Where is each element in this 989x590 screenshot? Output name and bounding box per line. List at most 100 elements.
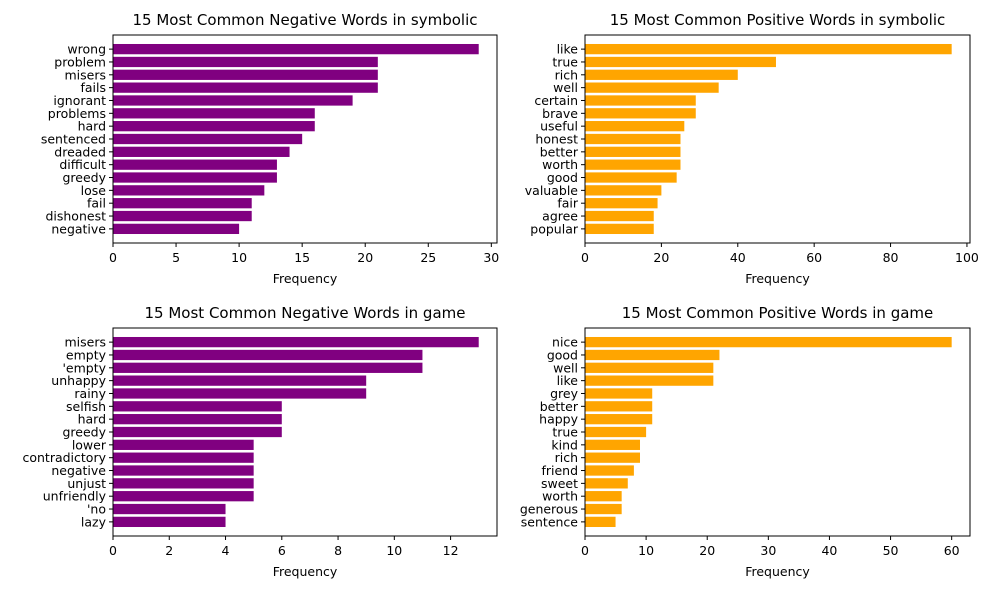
bar-3-13	[113, 491, 254, 502]
y-tick-label: ignorant	[53, 93, 106, 108]
y-tick-label: useful	[540, 119, 578, 134]
chart-title: 15 Most Common Negative Words in game	[145, 304, 466, 322]
bar-3-14	[113, 503, 226, 515]
x-tick-label: 0	[109, 543, 117, 558]
plot-frame	[112, 327, 498, 537]
y-tick-label: kind	[551, 437, 578, 452]
y-tick-label: hard	[78, 412, 106, 427]
x-tick-label: 4	[222, 543, 230, 558]
y-tick-label: hard	[78, 119, 106, 134]
y-tick-label: rich	[555, 67, 578, 82]
y-tick-label: well	[553, 80, 578, 95]
x-axis-label: Frequency	[273, 564, 338, 579]
y-tick-label: sentence	[521, 514, 579, 529]
y-tick-label: good	[547, 170, 578, 185]
y-tick-label: fail	[87, 196, 106, 211]
y-tick-label: problems	[48, 106, 106, 121]
y-tick-label: wrong	[67, 42, 106, 57]
bar-4-3	[585, 362, 714, 373]
y-tick-label: dishonest	[45, 209, 106, 224]
x-tick-label: 40	[730, 250, 746, 265]
bar-2-12	[585, 185, 662, 196]
bar-2-5	[585, 95, 696, 106]
y-tick-label: like	[557, 373, 579, 388]
bar-4-13	[585, 491, 622, 502]
bar-3-7	[113, 414, 282, 425]
chart-title: 15 Most Common Negative Words in symboli…	[132, 11, 477, 29]
y-tick-label: friend	[541, 463, 578, 478]
bar-2-8	[585, 133, 681, 145]
y-tick-label: greedy	[62, 170, 106, 185]
y-tick-label: empty	[66, 347, 107, 362]
y-tick-label: honest	[535, 132, 578, 147]
bar-1-8	[113, 133, 303, 145]
bar-2-6	[585, 108, 696, 119]
x-tick-label: 12	[443, 543, 459, 558]
x-tick-label: 20	[357, 250, 373, 265]
x-tick-label: 30	[483, 250, 499, 265]
bar-1-1	[113, 43, 479, 55]
x-axis-label: Frequency	[745, 564, 810, 579]
y-tick-label: true	[552, 54, 578, 69]
plot-frame	[584, 34, 971, 244]
plot-frame	[112, 34, 498, 244]
y-tick-label: negative	[51, 463, 106, 478]
bar-3-11	[113, 465, 254, 476]
bar-4-4	[585, 375, 714, 386]
y-tick-label: problem	[54, 54, 106, 69]
plot-frame	[584, 327, 971, 537]
bar-1-6	[113, 108, 315, 119]
bar-4-9	[585, 439, 640, 450]
y-tick-label: nice	[552, 335, 578, 350]
y-tick-label: greedy	[62, 425, 106, 440]
y-tick-label: brave	[542, 106, 578, 121]
bar-3-5	[113, 388, 367, 399]
y-tick-label: true	[552, 425, 578, 440]
bar-3-15	[113, 516, 226, 528]
x-tick-label: 0	[581, 543, 589, 558]
x-tick-label: 50	[883, 543, 899, 558]
y-tick-label: well	[553, 360, 578, 375]
y-tick-label: rich	[555, 450, 578, 465]
y-tick-label: misers	[64, 335, 106, 350]
y-tick-label: difficult	[59, 157, 106, 172]
chart-title: 15 Most Common Positive Words in symboli…	[610, 11, 946, 29]
x-tick-label: 8	[334, 543, 342, 558]
y-tick-label: fails	[80, 80, 106, 95]
x-tick-label: 60	[944, 543, 960, 558]
y-tick-label: worth	[542, 157, 578, 172]
y-tick-label: better	[540, 399, 579, 414]
bar-1-11	[113, 172, 277, 183]
y-tick-label: unjust	[67, 476, 106, 491]
bar-1-13	[113, 198, 252, 209]
bar-4-7	[585, 414, 653, 425]
bar-3-2	[113, 349, 423, 361]
bar-4-5	[585, 388, 653, 399]
x-tick-label: 6	[278, 543, 286, 558]
bar-2-11	[585, 172, 677, 183]
y-tick-label: fair	[557, 196, 579, 211]
bar-3-8	[113, 426, 282, 438]
bar-2-14	[585, 210, 654, 222]
y-tick-label: misers	[64, 67, 106, 82]
y-tick-label: unfriendly	[43, 489, 107, 504]
bar-2-13	[585, 198, 658, 209]
bar-4-2	[585, 349, 720, 361]
x-tick-label: 10	[386, 543, 402, 558]
bar-2-10	[585, 159, 681, 170]
y-tick-label: certain	[534, 93, 578, 108]
x-tick-label: 2	[165, 543, 173, 558]
x-tick-label: 10	[231, 250, 247, 265]
chart-panel-2: liketruerichwellcertainbraveusefulhonest…	[525, 11, 979, 286]
y-tick-label: agree	[542, 209, 578, 224]
bar-4-15	[585, 516, 616, 528]
x-tick-label: 25	[420, 250, 436, 265]
x-axis-label: Frequency	[745, 271, 810, 286]
x-tick-label: 5	[172, 250, 180, 265]
y-tick-label: good	[547, 347, 578, 362]
bar-1-10	[113, 159, 277, 170]
y-tick-label: contradictory	[22, 450, 106, 465]
x-axis-label: Frequency	[273, 271, 338, 286]
chart-panel-1: wrongproblemmisersfailsignorantproblemsh…	[41, 11, 499, 286]
